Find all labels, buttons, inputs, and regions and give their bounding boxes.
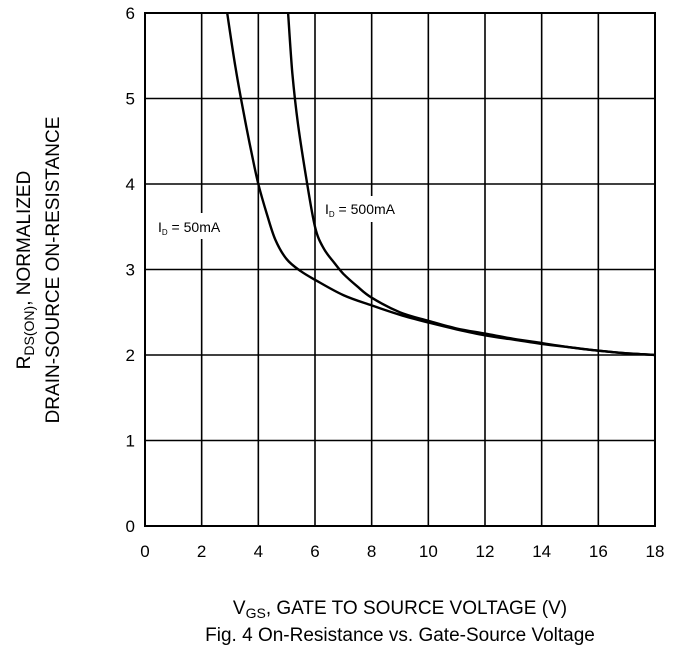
y-tick-label: 0 — [126, 517, 135, 536]
y-tick-label: 6 — [126, 4, 135, 23]
y-tick-labels: 0 1 2 3 4 5 6 — [126, 4, 135, 536]
x-tick-label: 8 — [367, 542, 376, 561]
y-tick-label: 3 — [126, 261, 135, 280]
x-tick-label: 10 — [419, 542, 438, 561]
y-axis-title: RDS(ON), NORMALIZED DRAIN-SOURCE ON-RESI… — [14, 117, 64, 424]
x-tick-label: 18 — [646, 542, 665, 561]
y-tick-label: 1 — [126, 432, 135, 451]
x-tick-label: 6 — [310, 542, 319, 561]
x-tick-label: 16 — [589, 542, 608, 561]
x-tick-label: 4 — [254, 542, 263, 561]
x-tick-label: 12 — [476, 542, 495, 561]
x-tick-label: 0 — [140, 542, 149, 561]
figure-caption: Fig. 4 On-Resistance vs. Gate-Source Vol… — [205, 625, 595, 646]
y-axis-title-line2: DRAIN-SOURCE ON-RESISTANCE — [43, 117, 64, 424]
y-tick-label: 5 — [126, 90, 135, 109]
y-tick-label: 4 — [126, 175, 135, 194]
label-50ma: ID = 50mA — [158, 219, 221, 237]
label-500ma-background — [318, 196, 414, 222]
x-tick-label: 2 — [197, 542, 206, 561]
data-curves — [226, 12, 656, 357]
x-tick-label: 14 — [532, 542, 551, 561]
plot-frame — [144, 12, 656, 527]
x-axis-title: VGS, GATE TO SOURCE VOLTAGE (V) — [233, 598, 567, 621]
grid-lines — [144, 12, 656, 527]
y-tick-label: 2 — [126, 346, 135, 365]
y-axis-title-line1: RDS(ON), NORMALIZED — [14, 171, 37, 370]
series-line-1 — [286, 12, 656, 357]
label-50ma-background — [152, 213, 252, 239]
label-500ma: ID = 500mA — [325, 201, 396, 219]
x-tick-labels: 0 2 4 6 8 10 12 14 16 18 — [140, 542, 664, 561]
